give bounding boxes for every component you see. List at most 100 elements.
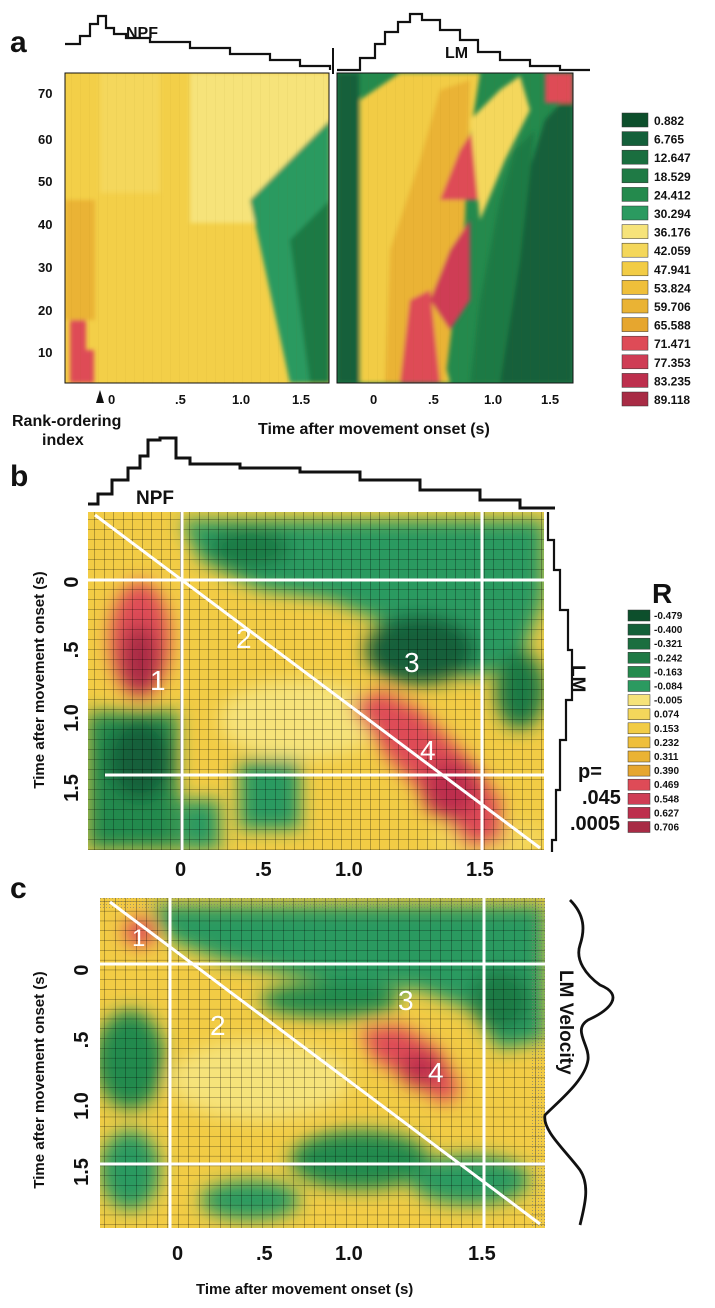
legend-a-label: 47.941 <box>654 263 691 277</box>
panel-a-lm-label: LM <box>445 45 468 62</box>
c-xtick-10: 1.0 <box>335 1243 363 1265</box>
legend-a-swatch <box>621 242 649 258</box>
a-ytick-40: 40 <box>38 217 52 232</box>
legend-a-swatch <box>621 224 649 239</box>
a-xtick-right-05: .5 <box>428 392 439 407</box>
legend-b-swatch <box>627 736 651 749</box>
legend-b-swatch <box>627 750 651 763</box>
a-ytick-30: 30 <box>38 260 52 275</box>
panel-c-xlabel: Time after movement onset (s) <box>196 1281 413 1298</box>
b-ytick-15: 1.5 <box>61 774 83 802</box>
panel-a-lm-heatmap <box>337 73 573 383</box>
panel-a-npf-label: NPF <box>126 25 158 42</box>
c-ytick-0: 0 <box>71 964 93 975</box>
legend-a-label: 18.529 <box>654 170 691 184</box>
p-value-045: .045 <box>582 787 621 809</box>
c-ytick-05: .5 <box>71 1032 93 1049</box>
legend-b-swatch <box>627 807 651 819</box>
b-xtick-10: 1.0 <box>335 859 363 881</box>
panel-a-xlabel: Time after movement onset (s) <box>258 421 490 438</box>
panel-b-region-1: 1 <box>150 665 166 696</box>
legend-a-label: 59.706 <box>654 300 691 314</box>
panel-c-lm-velocity-trace <box>543 899 615 1226</box>
a-xtick-right-10: 1.0 <box>484 392 502 407</box>
legend-a-label: 0.882 <box>654 114 684 128</box>
panel-b-npf-trace <box>88 436 555 510</box>
legend-b-swatch <box>627 694 651 706</box>
panel-b-region-2: 2 <box>236 623 252 654</box>
panel-b-region-4: 4 <box>420 735 436 766</box>
panel-b-y-ticks: 0 .5 1.0 1.5 <box>61 576 83 801</box>
legend-b-swatch <box>627 666 651 678</box>
a-ytick-60: 60 <box>38 132 52 147</box>
panel-c-heatmap <box>100 898 545 1228</box>
panel-b-heatmap <box>88 512 544 850</box>
panel-a-npf-trace <box>65 14 332 70</box>
panel-a-x-ticks: 0 .5 1.0 1.5 0 .5 1.0 1.5 <box>108 392 559 407</box>
legend-b-swatch <box>627 722 651 735</box>
legend-a-label: 24.412 <box>654 188 691 202</box>
a-xtick-left-0: 0 <box>108 392 115 407</box>
legend-b-swatch <box>627 708 651 720</box>
b-ytick-10: 1.0 <box>61 704 83 732</box>
panel-c-y-ticks: 0 .5 1.0 1.5 <box>71 964 93 1185</box>
legend-b-swatch <box>627 609 651 622</box>
a-xtick-left-10: 1.0 <box>232 392 250 407</box>
legend-b-swatch <box>627 764 651 777</box>
panel-c-region-1: 1 <box>132 925 145 952</box>
legend-b-label: 0.548 <box>654 794 679 805</box>
panel-b-color-legend: -0.479 -0.400 -0.321 -0.242 -0.163 -0.084 -0.0… <box>627 609 683 834</box>
b-xtick-0: 0 <box>175 859 186 881</box>
panel-c-ylabel: Time after movement onset (s) <box>31 971 48 1188</box>
a-xtick-right-0: 0 <box>370 392 377 407</box>
legend-a-swatch <box>621 335 649 351</box>
panel-c-letter: c <box>10 872 27 905</box>
panel-a-npf-frame <box>64 72 330 384</box>
panel-c-region-2: 2 <box>210 1010 226 1041</box>
legend-b-label: 0.469 <box>654 780 679 791</box>
panel-a-color-legend: 0.882 6.765 12.647 18.529 24.412 30.294 36.176… <box>621 112 691 407</box>
legend-a-swatch <box>621 131 649 146</box>
c-xtick-0: 0 <box>172 1243 183 1265</box>
legend-a-label: 42.059 <box>654 244 691 258</box>
rank-ordering-arrow-icon <box>96 390 104 403</box>
b-xtick-05: .5 <box>255 859 272 881</box>
legend-b-swatch <box>627 821 651 833</box>
panel-b-lm-trace <box>546 512 574 852</box>
legend-a-label: 6.765 <box>654 133 684 147</box>
legend-b-label: 0.706 <box>654 823 679 834</box>
c-ytick-10: 1.0 <box>71 1092 93 1120</box>
a-ytick-70: 70 <box>38 86 52 101</box>
legend-a-label: 30.294 <box>654 207 691 221</box>
a-xtick-left-15: 1.5 <box>292 392 310 407</box>
legend-b-label: -0.400 <box>654 625 683 636</box>
legend-a-label: 65.588 <box>654 319 691 333</box>
panel-c-x-ticks: 0 .5 1.0 1.5 <box>172 1243 496 1265</box>
legend-a-swatch <box>621 168 649 184</box>
panel-c-region-4: 4 <box>428 1057 444 1088</box>
panel-b-region-3: 3 <box>404 647 420 678</box>
legend-a-label: 53.824 <box>654 281 691 295</box>
panel-a-lm-trace <box>337 12 590 72</box>
legend-a-label: 12.647 <box>654 151 691 165</box>
legend-a-swatch <box>621 149 649 165</box>
legend-a-swatch <box>621 298 649 314</box>
legend-a-label: 77.353 <box>654 356 691 370</box>
legend-a-swatch <box>621 112 649 128</box>
legend-b-label: -0.163 <box>654 667 683 678</box>
legend-a-swatch <box>621 280 649 295</box>
a-xtick-right-15: 1.5 <box>541 392 559 407</box>
legend-b-label: 0.232 <box>654 738 679 749</box>
legend-b-label: 0.627 <box>654 808 679 819</box>
legend-b-swatch <box>627 652 651 664</box>
legend-b-swatch <box>627 680 651 692</box>
legend-a-label: 83.235 <box>654 374 691 388</box>
legend-b-label: 0.390 <box>654 766 679 777</box>
c-ytick-15: 1.5 <box>71 1158 93 1186</box>
legend-a-label: 36.176 <box>654 226 691 240</box>
a-ytick-10: 10 <box>38 345 52 360</box>
panel-c-region-3: 3 <box>398 985 414 1016</box>
legend-b-label: 0.153 <box>654 724 679 735</box>
legend-b-label: -0.242 <box>654 653 683 664</box>
